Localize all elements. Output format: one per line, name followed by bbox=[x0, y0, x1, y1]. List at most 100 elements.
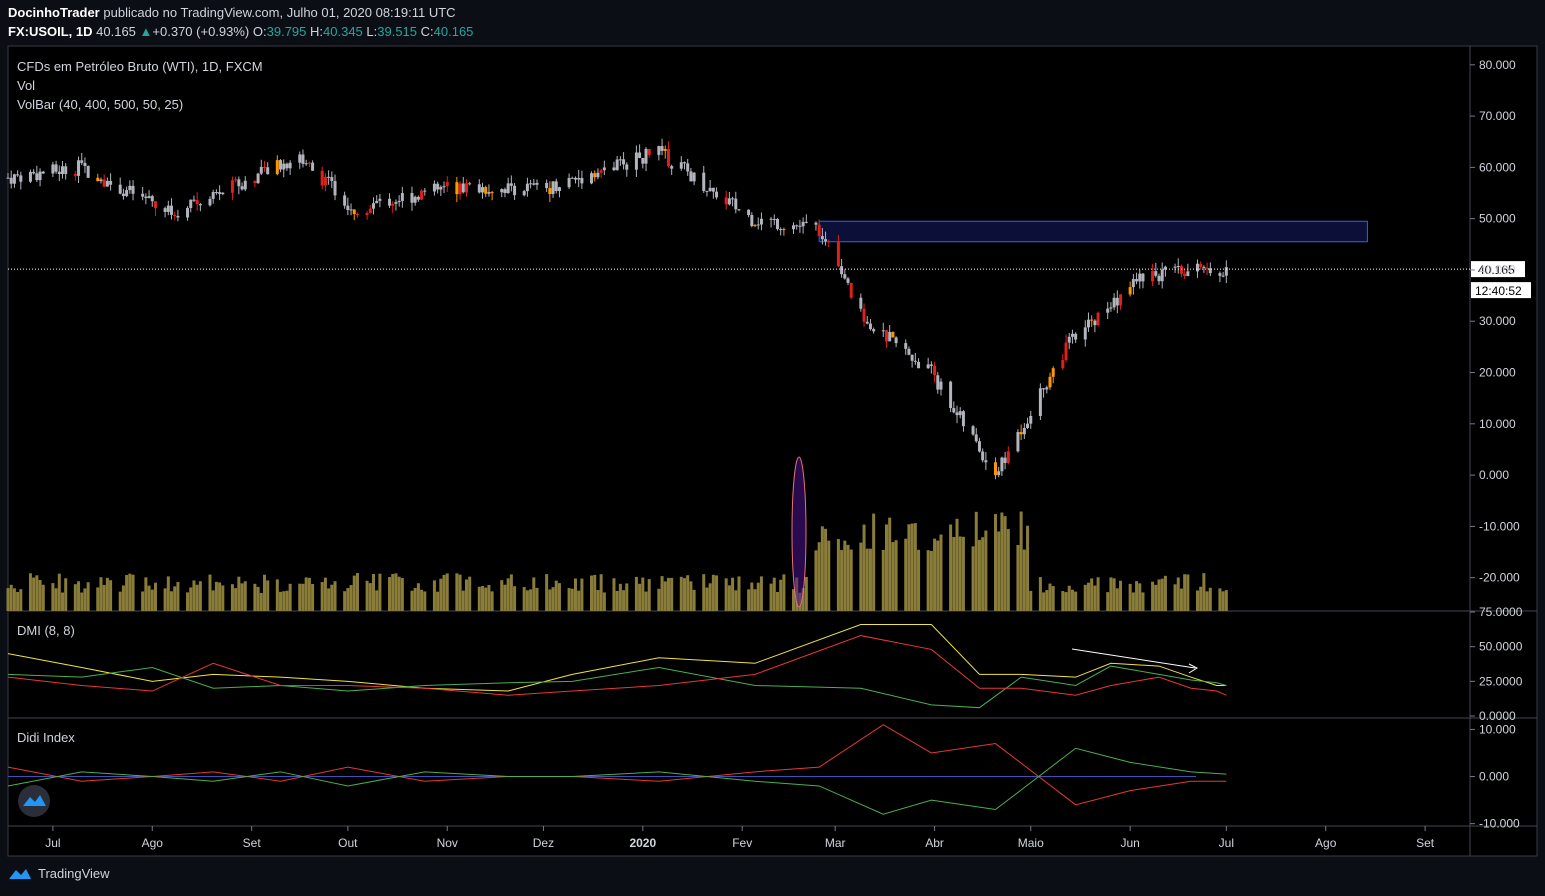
symbol-label[interactable]: FX:USOIL, 1D bbox=[8, 24, 93, 39]
time-tick-label: Set bbox=[243, 836, 262, 850]
candle-body bbox=[958, 411, 962, 416]
candle-body bbox=[590, 173, 594, 184]
volume-bar bbox=[1112, 578, 1116, 611]
volume-bar bbox=[917, 549, 921, 611]
volume-bar bbox=[977, 539, 981, 611]
candle-body bbox=[455, 182, 459, 195]
candle-body bbox=[907, 348, 911, 355]
volume-bar bbox=[131, 574, 135, 611]
volume-bar bbox=[644, 591, 648, 611]
candle-body bbox=[481, 187, 485, 193]
volume-bar bbox=[153, 582, 157, 611]
candle-body bbox=[525, 183, 529, 192]
price-tick-label: 40.000 bbox=[1479, 263, 1516, 277]
footer-brand[interactable]: TradingView bbox=[38, 866, 110, 881]
candle-body bbox=[836, 241, 840, 267]
volume-bar bbox=[1205, 591, 1209, 611]
volume-bar bbox=[109, 580, 113, 611]
candle-body bbox=[80, 160, 84, 163]
volume-bar bbox=[949, 524, 953, 611]
volume-bar bbox=[747, 589, 751, 611]
candle-body bbox=[397, 200, 401, 203]
volume-bar bbox=[166, 576, 170, 611]
volume-bar bbox=[54, 588, 58, 611]
countdown-value: 12:40:52 bbox=[1475, 284, 1522, 298]
candle-body bbox=[865, 321, 869, 324]
volume-bar bbox=[481, 585, 485, 611]
candle-body bbox=[634, 152, 638, 170]
didi-legend[interactable]: Didi Index bbox=[17, 730, 75, 745]
candle-body bbox=[660, 146, 664, 151]
volume-bar bbox=[490, 591, 494, 611]
candle-body bbox=[1074, 333, 1078, 340]
candle-body bbox=[256, 173, 260, 184]
volume-bar bbox=[1154, 584, 1158, 611]
vol-legend[interactable]: Vol bbox=[17, 78, 35, 93]
volume-bar bbox=[394, 573, 398, 611]
volume-bar bbox=[1006, 529, 1010, 611]
candle-body bbox=[557, 187, 561, 192]
candle-body bbox=[477, 184, 481, 193]
candle-body bbox=[1218, 273, 1222, 276]
tradingview-logo-icon[interactable] bbox=[8, 867, 32, 881]
candle-body bbox=[19, 175, 23, 182]
volume-bar bbox=[375, 590, 379, 611]
candle-body bbox=[461, 183, 465, 193]
candle-body bbox=[64, 166, 68, 175]
candle-body bbox=[253, 180, 257, 184]
volume-bar bbox=[622, 590, 626, 611]
candle-body bbox=[307, 162, 311, 164]
volume-bar bbox=[461, 590, 465, 611]
volume-bar bbox=[57, 573, 61, 611]
volume-bar bbox=[1019, 511, 1023, 611]
volume-bar bbox=[843, 540, 847, 611]
volume-bar bbox=[1109, 577, 1113, 611]
candle-body bbox=[121, 193, 125, 197]
author-name[interactable]: DocinhoTrader bbox=[8, 5, 100, 20]
volume-bar bbox=[35, 575, 39, 611]
candle-body bbox=[432, 183, 436, 192]
candle-body bbox=[243, 180, 247, 190]
dmi-legend[interactable]: DMI (8, 8) bbox=[17, 623, 75, 638]
candle-body bbox=[513, 185, 517, 196]
price-tick-label: 70.000 bbox=[1479, 109, 1516, 123]
candle-body bbox=[1208, 268, 1212, 274]
published-text: publicado no TradingView.com, Julho 01, … bbox=[103, 5, 456, 20]
time-tick-label: Abr bbox=[925, 836, 944, 850]
candle-body bbox=[840, 266, 844, 275]
volume-bar bbox=[641, 577, 645, 611]
volume-bar bbox=[1202, 573, 1206, 611]
main-legend-title[interactable]: CFDs em Petróleo Bruto (WTI), 1D, FXCM bbox=[17, 59, 263, 74]
volume-bar bbox=[170, 591, 174, 611]
volume-bar bbox=[1131, 592, 1135, 611]
volume-bar bbox=[913, 523, 917, 611]
candle-body bbox=[388, 198, 392, 206]
volume-bar bbox=[372, 574, 375, 611]
candle-body bbox=[1163, 266, 1167, 270]
volume-bar bbox=[86, 582, 90, 611]
volume-bar bbox=[731, 577, 735, 611]
candle-body bbox=[128, 185, 132, 191]
candle-body bbox=[394, 202, 398, 204]
candle-body bbox=[622, 159, 626, 165]
candle-body bbox=[974, 434, 978, 442]
volume-bar bbox=[330, 584, 334, 611]
candle-body bbox=[153, 201, 157, 209]
volume-bar bbox=[455, 573, 459, 611]
candle-body bbox=[814, 222, 818, 225]
volume-bar bbox=[147, 585, 151, 611]
candle-body bbox=[240, 186, 244, 190]
time-tick-label: Jul bbox=[45, 836, 60, 850]
volume-bar bbox=[275, 579, 279, 611]
volume-bar bbox=[593, 574, 597, 611]
candle-body bbox=[846, 278, 850, 283]
volume-bar bbox=[580, 578, 584, 611]
volume-bar bbox=[557, 583, 561, 611]
candle-body bbox=[105, 180, 109, 187]
volume-bar bbox=[827, 540, 831, 611]
open-label: O: bbox=[252, 24, 267, 39]
price-tick-label: 20.000 bbox=[1479, 366, 1516, 380]
volbar-legend[interactable]: VolBar (40, 400, 500, 50, 25) bbox=[17, 97, 183, 112]
candle-body bbox=[1199, 263, 1203, 267]
